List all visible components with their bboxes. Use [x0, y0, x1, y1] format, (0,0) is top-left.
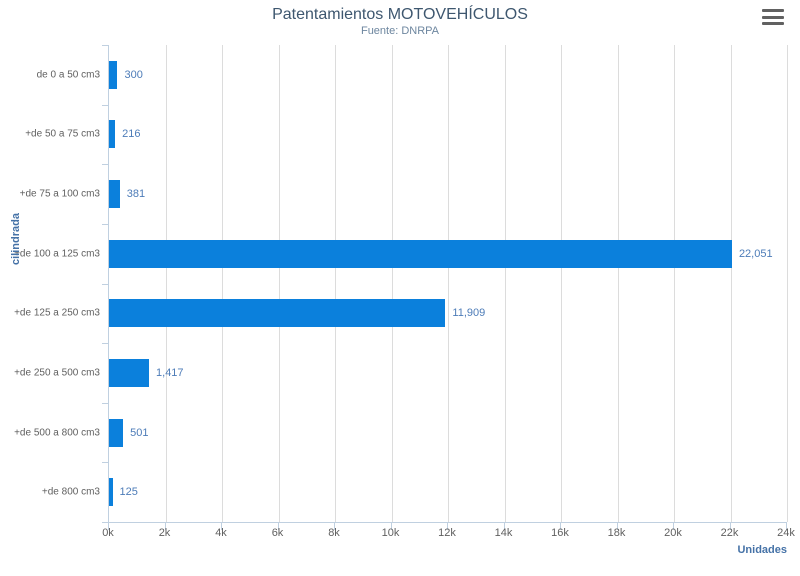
- bar[interactable]: [109, 299, 446, 327]
- x-axis-tick: [729, 522, 731, 530]
- menu-line: [762, 22, 784, 25]
- bar[interactable]: [109, 359, 150, 387]
- bar[interactable]: [109, 61, 118, 89]
- x-axis-tick: [277, 522, 279, 530]
- x-axis-tick: [164, 522, 166, 530]
- x-tick-label: 10k: [381, 527, 400, 539]
- category-label: +de 800 cm3: [41, 486, 100, 498]
- plot-area: 300 216 381 22,051 11,909 1,417 501 125: [108, 45, 788, 523]
- y-axis-tick: [102, 522, 108, 523]
- x-axis-tick: [560, 522, 561, 530]
- x-tick-label: 24k: [777, 527, 795, 539]
- x-axis-tick: [221, 522, 222, 530]
- x-axis-tick: [503, 522, 505, 530]
- value-label: 300: [124, 68, 143, 81]
- x-tick-label: 14k: [494, 527, 513, 539]
- y-axis-tick: [102, 284, 108, 285]
- chart-subtitle: Fuente: DNRPA: [360, 25, 440, 37]
- value-label: 1,417: [156, 366, 184, 379]
- x-tick-label: 20k: [664, 527, 682, 539]
- category-label: +de 500 a 800 cm3: [14, 427, 100, 439]
- grid-line: [617, 45, 619, 522]
- x-tick-label: 12k: [438, 527, 456, 539]
- grid-line: [448, 45, 449, 522]
- grid-line: [335, 45, 336, 522]
- x-tick-label: 16k: [551, 527, 569, 539]
- y-axis-tick: [102, 105, 108, 106]
- grid-line: [504, 45, 506, 522]
- value-label: 125: [119, 486, 138, 499]
- grid-line: [674, 45, 675, 522]
- value-label: 501: [130, 426, 149, 439]
- x-axis-tick: [334, 522, 335, 530]
- bar[interactable]: [109, 240, 732, 268]
- y-axis-tick: [102, 45, 108, 46]
- value-label: 11,909: [452, 307, 486, 320]
- value-label: 216: [122, 128, 141, 141]
- grid-line: [391, 45, 393, 522]
- x-tick-label: 2k: [158, 527, 171, 539]
- x-axis-tick: [673, 522, 674, 530]
- menu-line: [762, 9, 784, 12]
- y-axis-tick: [102, 403, 108, 404]
- y-axis-tick: [102, 343, 108, 344]
- grid-line: [561, 45, 562, 522]
- x-tick-label: 22k: [720, 527, 739, 539]
- menu-line: [762, 15, 784, 19]
- x-axis-tick: [786, 522, 787, 530]
- bar[interactable]: [109, 120, 116, 148]
- bar[interactable]: [109, 180, 120, 208]
- y-axis-tick: [102, 462, 108, 463]
- y-axis-tick: [102, 164, 108, 165]
- category-label: +de 250 a 500 cm3: [14, 367, 100, 379]
- x-tick-label: 18k: [607, 527, 626, 539]
- category-label: +de 125 a 250 cm3: [14, 307, 100, 319]
- y-axis-tick: [102, 224, 108, 225]
- x-tick-label: 6k: [271, 527, 284, 539]
- bar[interactable]: [109, 419, 124, 447]
- x-axis-title: Unidades: [737, 544, 787, 556]
- x-axis-tick: [108, 522, 109, 530]
- x-axis-tick: [616, 522, 618, 530]
- category-label: de 0 a 50 cm3: [36, 69, 100, 81]
- grid-line: [222, 45, 223, 522]
- x-axis-tick: [447, 522, 448, 530]
- x-tick-label: 4k: [215, 527, 227, 539]
- grid-line: [165, 45, 167, 522]
- category-label: +de 50 a 75 cm3: [25, 128, 100, 140]
- category-label: +de 100 a 125 cm3: [14, 248, 100, 260]
- value-label: 381: [126, 188, 146, 201]
- category-label: +de 75 a 100 cm3: [19, 188, 100, 200]
- hamburger-menu-icon[interactable]: [762, 9, 784, 25]
- bar[interactable]: [109, 478, 113, 506]
- grid-line: [787, 45, 788, 522]
- x-tick-label: 0k: [102, 527, 114, 539]
- value-label: 22,051: [738, 247, 773, 260]
- grid-line: [278, 45, 280, 522]
- grid-line: [730, 45, 732, 522]
- x-axis-tick: [390, 522, 392, 530]
- x-tick-label: 8k: [328, 527, 340, 539]
- chart-title: Patentamientos MOTOVEHÍCULOS: [272, 6, 528, 23]
